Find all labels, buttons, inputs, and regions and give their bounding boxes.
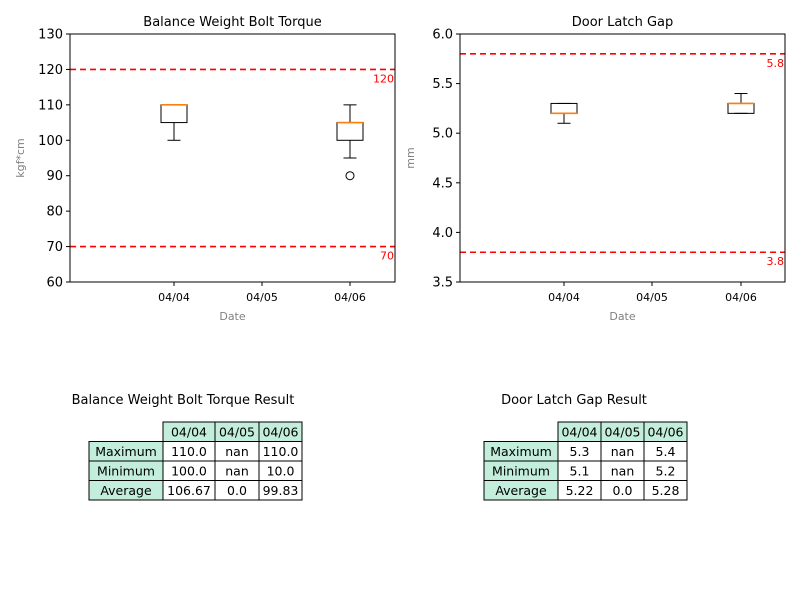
table-cell (643, 480, 688, 501)
table-cell-value: 0.0 (613, 483, 633, 498)
x-tick-label: 04/04 (158, 291, 190, 304)
chart-title: Balance Weight Bolt Torque (143, 15, 321, 30)
table-cell-value: 110.0 (263, 444, 299, 459)
table-door-latch-gap-result: Door Latch Gap Result 04/04 04/05 04/06 Maxi… (483, 393, 688, 501)
x-tick-label: 04/06 (334, 291, 366, 304)
limit-label: 3.8 (767, 255, 785, 268)
table-cell-value: 110.0 (171, 444, 207, 459)
table-title: Door Latch Gap Result (501, 393, 647, 408)
table-row-label: Average (100, 483, 152, 498)
table-cell-value: 5.1 (570, 463, 590, 478)
plot-frame (459, 33, 786, 283)
y-tick-label: 120 (38, 63, 63, 78)
y-tick-label: 80 (46, 205, 63, 220)
table-row-label: Maximum (95, 444, 157, 459)
table-row-label: Minimum (492, 463, 550, 478)
box-body (160, 104, 188, 124)
table-header-label: 04/06 (647, 424, 683, 439)
limit-label: 70 (380, 250, 394, 263)
y-tick-label: 100 (38, 134, 63, 149)
table-cell-value: nan (225, 444, 249, 459)
table-row-label: Maximum (490, 444, 552, 459)
plot-frame (69, 33, 396, 283)
table-cell-value: 5.22 (566, 483, 594, 498)
table-row-label: Average (495, 483, 547, 498)
limit-label: 120 (373, 72, 394, 85)
x-axis-label: Date (609, 310, 636, 323)
y-tick-label: 3.5 (432, 276, 453, 291)
y-tick-label: 110 (38, 98, 63, 113)
x-tick-label: 04/05 (636, 291, 668, 304)
y-tick-label: 90 (46, 169, 63, 184)
table-cell-value: 10.0 (267, 463, 295, 478)
y-axis-label: mm (404, 147, 417, 168)
table-cell-value: 5.4 (656, 444, 676, 459)
x-axis-label: Date (219, 310, 246, 323)
y-tick-label: 6.0 (432, 28, 453, 43)
table-cell-value: 5.3 (570, 444, 590, 459)
table-header-label: 04/06 (262, 424, 298, 439)
table-row-label: Minimum (97, 463, 155, 478)
box-body (336, 122, 364, 141)
x-tick-label: 04/04 (548, 291, 580, 304)
table-cell-value: 100.0 (171, 463, 207, 478)
box-outlier (345, 171, 355, 181)
x-tick-label: 04/05 (246, 291, 278, 304)
table-header-label: 04/04 (171, 424, 207, 439)
table-header-label: 04/05 (604, 424, 640, 439)
table-cell-value: nan (611, 444, 635, 459)
y-tick-label: 130 (38, 28, 63, 43)
y-tick-label: 5.0 (432, 127, 453, 142)
chart-door-latch-gap: Door Latch Gap 5.8 3.8 3.5 4.0 4.5 5.0 5.5 6.0 04… (404, 15, 786, 323)
table-cell-value: 5.28 (652, 483, 680, 498)
y-tick-label: 60 (46, 276, 63, 291)
table-cell-value: 5.2 (656, 463, 676, 478)
chart-balance-weight-bolt-torque: Balance Weight Bolt Torque 120 70 60 70 80 90 1… (14, 15, 396, 323)
table-header-label: 04/04 (561, 424, 597, 439)
table-cell (258, 480, 303, 501)
y-tick-label: 4.0 (432, 226, 453, 241)
table-title: Balance Weight Bolt Torque Result (72, 393, 295, 408)
table-cell-value: nan (225, 463, 249, 478)
table-cell-value: 99.83 (263, 483, 299, 498)
y-tick-label: 4.5 (432, 176, 453, 191)
chart-title: Door Latch Gap (572, 15, 674, 30)
y-axis-label: kgf*cm (14, 138, 27, 178)
box-body (727, 102, 755, 114)
table-header-label: 04/05 (219, 424, 255, 439)
table-cell-value: nan (611, 463, 635, 478)
table-balance-weight-bolt-torque-result: Balance Weight Bolt Torque Result 04/04 04… (72, 393, 303, 501)
x-tick-label: 04/06 (725, 291, 757, 304)
table-cell-value: 106.67 (167, 483, 211, 498)
box-body (550, 102, 578, 114)
table-cell-value: 0.0 (227, 483, 247, 498)
limit-label: 5.8 (767, 57, 785, 70)
y-tick-label: 70 (46, 240, 63, 255)
y-tick-label: 5.5 (432, 77, 453, 92)
